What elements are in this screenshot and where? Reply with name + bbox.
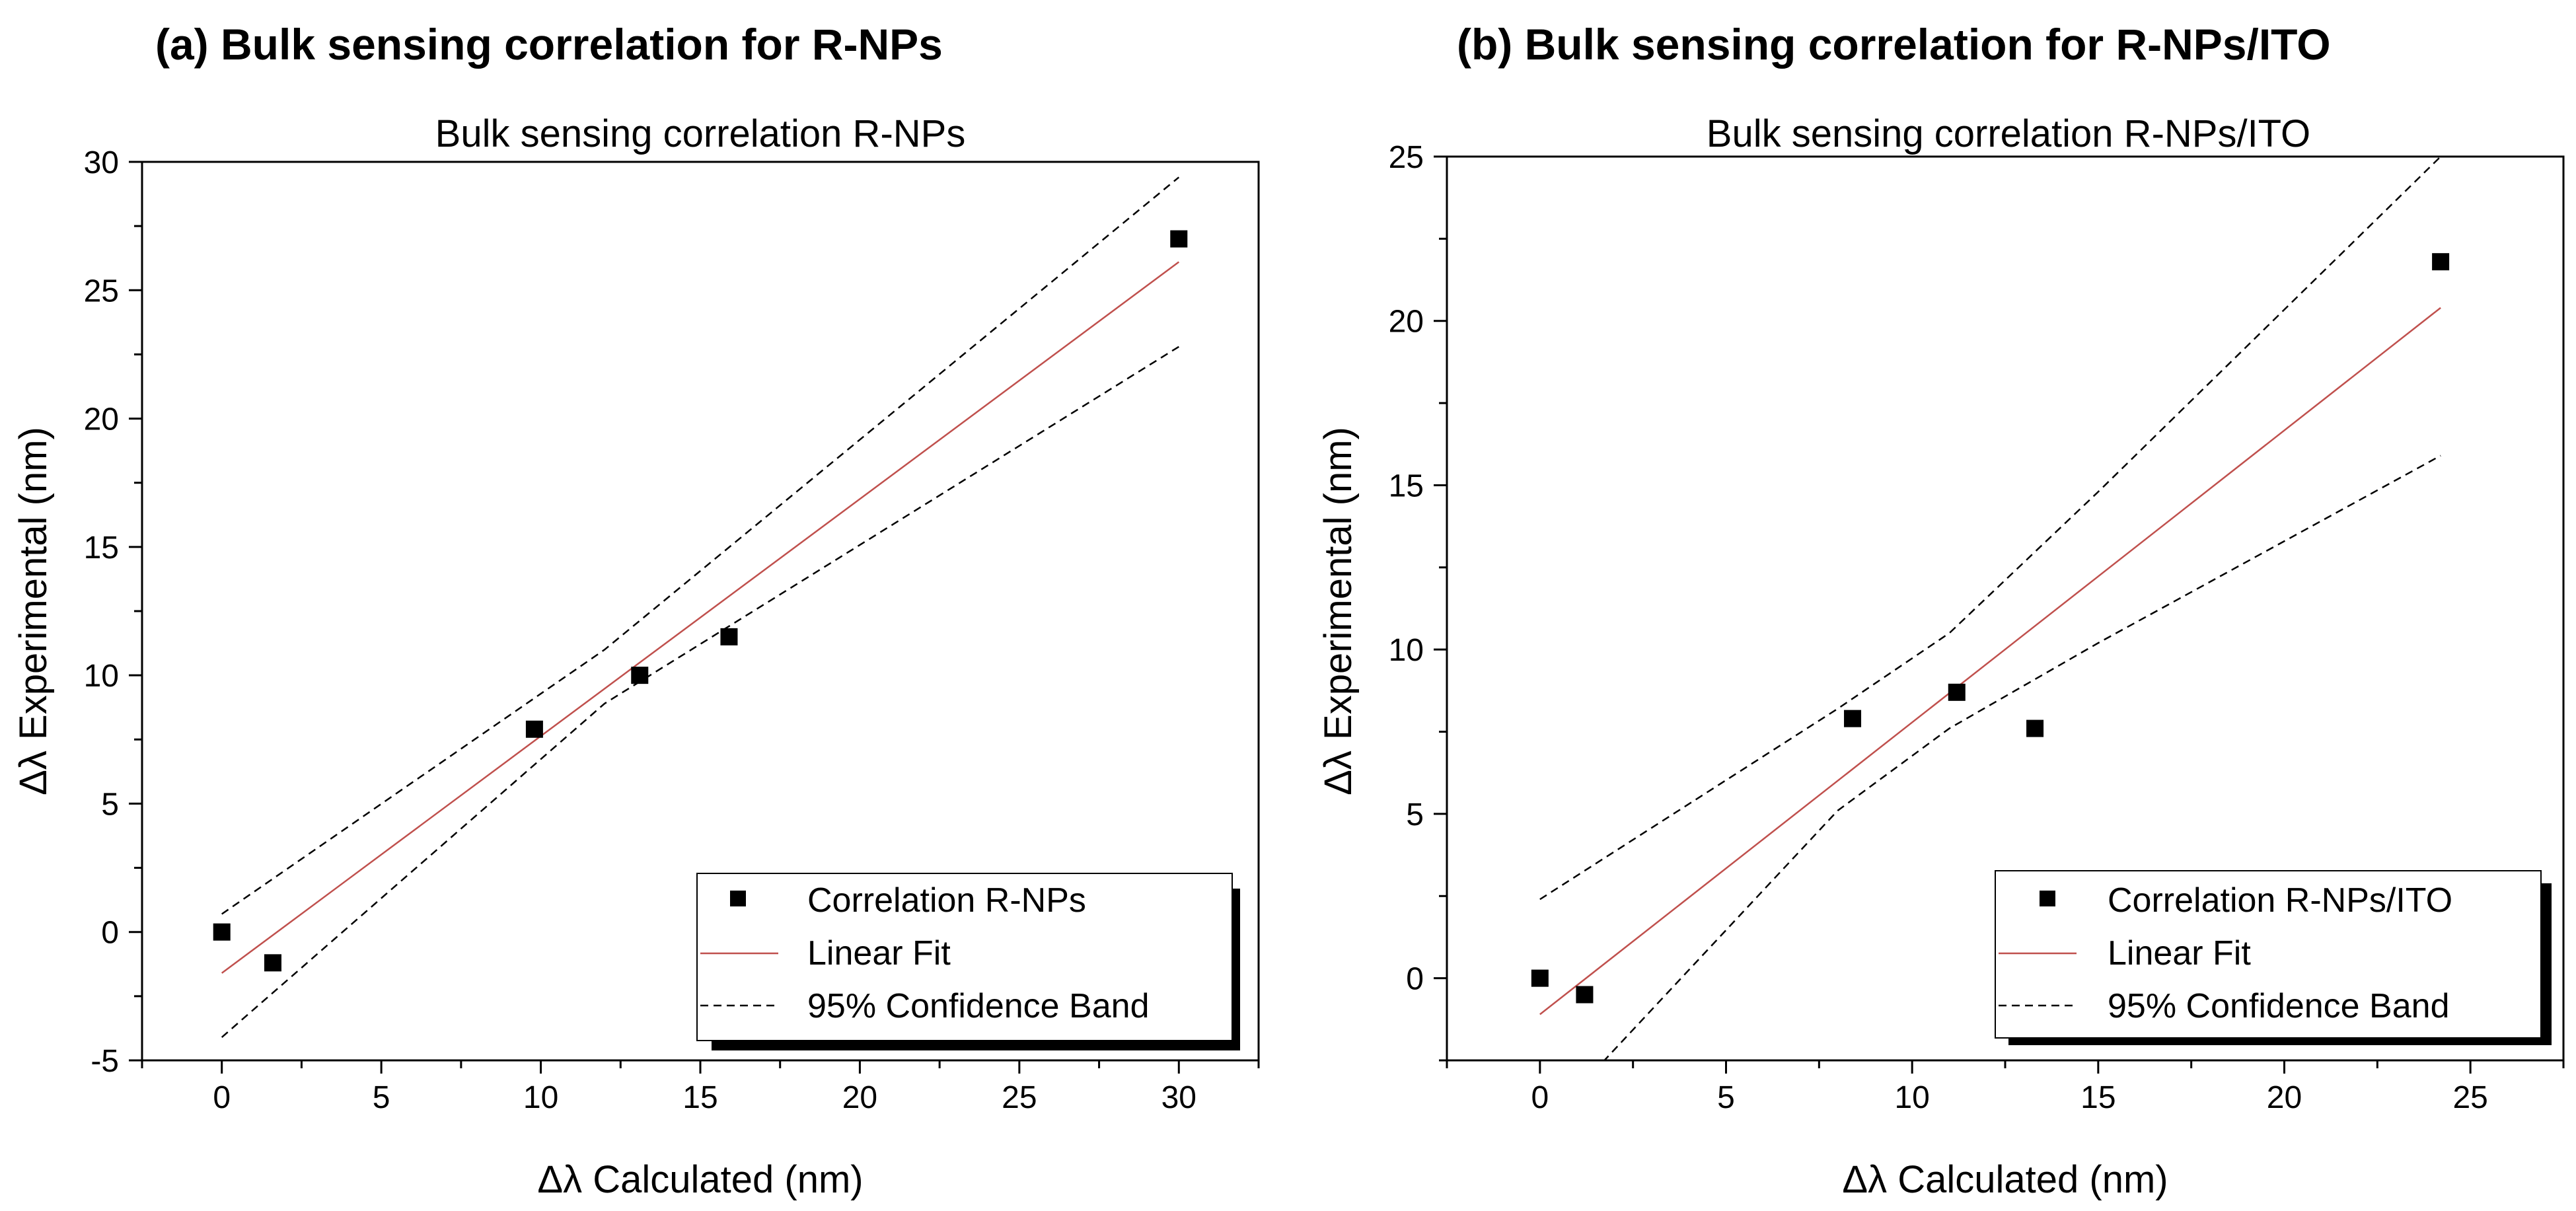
plot-b-legend: Correlation R-NPs/ITO Linear Fit 95% Con… (1995, 870, 2552, 1045)
plot-a-ytick-label: -5 (91, 1044, 119, 1079)
plot-a-ylabel: Δλ Experimental (nm) (12, 427, 55, 795)
plot-a-points (213, 230, 1188, 972)
plot-b-ytick-label: 20 (1389, 305, 1424, 340)
plot-b-legend-square-icon (2040, 891, 2055, 906)
plot-a-ytick-label: 20 (84, 402, 119, 437)
plot-a-xlabel: Δλ Calculated (nm) (537, 1158, 863, 1201)
panel-b: (b) Bulk sensing correlation for R-NPs/I… (1317, 20, 2565, 1201)
plot-a-legend: Correlation R-NPs Linear Fit 95% Confide… (696, 873, 1240, 1050)
plot-a-ytick-label: 10 (84, 659, 119, 694)
plot-b-xtick-label: 0 (1531, 1080, 1549, 1115)
plot-a-xtick-label: 30 (1161, 1080, 1196, 1115)
plot-a-legend-box (696, 873, 1233, 1041)
plot-b-fit-line (1539, 307, 2441, 1015)
plot-a-xtick-label: 25 (1002, 1080, 1037, 1115)
plot-b-xtick-label: 15 (2080, 1080, 2116, 1115)
plot-a-xtick-label: 5 (373, 1080, 390, 1115)
plot-b-ylabel: Δλ Experimental (nm) (1317, 427, 1360, 795)
plot-b-legend-points-label: Correlation R-NPs/ITO (2108, 881, 2452, 920)
plot-b-xtick-label: 10 (1894, 1080, 1929, 1115)
plot-a-legend-band-label: 95% Confidence Band (807, 987, 1150, 1025)
plot-a-band-lower (221, 346, 1179, 1038)
plot-b-legend-box (1995, 870, 2542, 1039)
plot-a-linear-fit (221, 261, 1180, 974)
plot-a-xtick-label: 10 (523, 1080, 558, 1115)
plot-b-xtick-label: 20 (2267, 1080, 2302, 1115)
plot-b-xtick-label: 25 (2452, 1080, 2487, 1115)
plot-b-ytick-label: 15 (1389, 468, 1424, 503)
plot-b-confidence-band (1539, 157, 2441, 1060)
plot-a-ytick-label: 25 (84, 274, 119, 309)
plot-a-xtick-label: 0 (213, 1080, 231, 1115)
plot-a-legend-fit-label: Linear Fit (807, 934, 951, 972)
plot-b-points (1531, 253, 2450, 1004)
plot-a-ytick-label: 0 (101, 916, 119, 951)
plot-a-xtick-label: 15 (682, 1080, 718, 1115)
plot-a-title: Bulk sensing correlation R-NPs (435, 112, 966, 155)
plot-b-data-point (1844, 710, 1862, 727)
plot-b-data-point (1576, 986, 1594, 1004)
plot-a-xtick-label: 20 (842, 1080, 877, 1115)
plot-a-data-point (631, 667, 649, 684)
plot-b-data-point (1948, 683, 1966, 701)
plot-b-linear-fit (1539, 307, 2441, 1015)
panel-a: (a) Bulk sensing correlation for R-NPs B… (12, 20, 1260, 1201)
plot-b-ytick-label: 5 (1406, 797, 1424, 832)
plot-b-legend-band-label: 95% Confidence Band (2108, 987, 2450, 1025)
plot-b-xtick-label: 5 (1717, 1080, 1735, 1115)
plot-a-ytick-label: 30 (84, 145, 119, 180)
plot-a-data-point (720, 628, 738, 645)
plot-b-ytick-label: 10 (1389, 633, 1424, 668)
plot-b-xlabel: Δλ Calculated (nm) (1842, 1158, 2168, 1201)
plot-a-ytick-label: 5 (101, 787, 119, 822)
plot-a-ytick-label: 15 (84, 531, 119, 566)
plot-a-legend-points-label: Correlation R-NPs (807, 881, 1086, 920)
plot-b-band-lower (1603, 455, 2441, 1060)
plot-a-ticks: 0 5 10 15 20 25 30 -5 0 5 10 15 20 25 30 (84, 145, 1260, 1115)
plot-a-fit-line (221, 261, 1180, 974)
plot-b-data-point (1531, 969, 1549, 987)
plot-a-legend-square-icon (730, 891, 746, 906)
panel-b-title: (b) Bulk sensing correlation for R-NPs/I… (1457, 20, 2331, 69)
plot-a-data-point (213, 923, 231, 941)
plot-a-data-point (264, 954, 281, 972)
plot-a-data-point (525, 720, 543, 738)
plot-b-ytick-label: 25 (1389, 140, 1424, 175)
plot-a-band-upper (221, 176, 1180, 915)
plot-b-title: Bulk sensing correlation R-NPs/ITO (1707, 112, 2310, 155)
plot-b-ticks: 0 5 10 15 20 25 0 5 10 15 20 25 (1389, 140, 2565, 1115)
plot-a-confidence-band (221, 176, 1180, 1038)
plot-b-ytick-label: 0 (1406, 962, 1424, 997)
plot-a-data-point (1170, 230, 1188, 248)
panel-a-title: (a) Bulk sensing correlation for R-NPs (155, 20, 943, 69)
plot-b-band-upper (1539, 157, 2441, 900)
plot-b-data-point (2026, 719, 2044, 737)
plot-b-legend-fit-label: Linear Fit (2108, 934, 2251, 972)
plot-b-data-point (2432, 253, 2450, 271)
